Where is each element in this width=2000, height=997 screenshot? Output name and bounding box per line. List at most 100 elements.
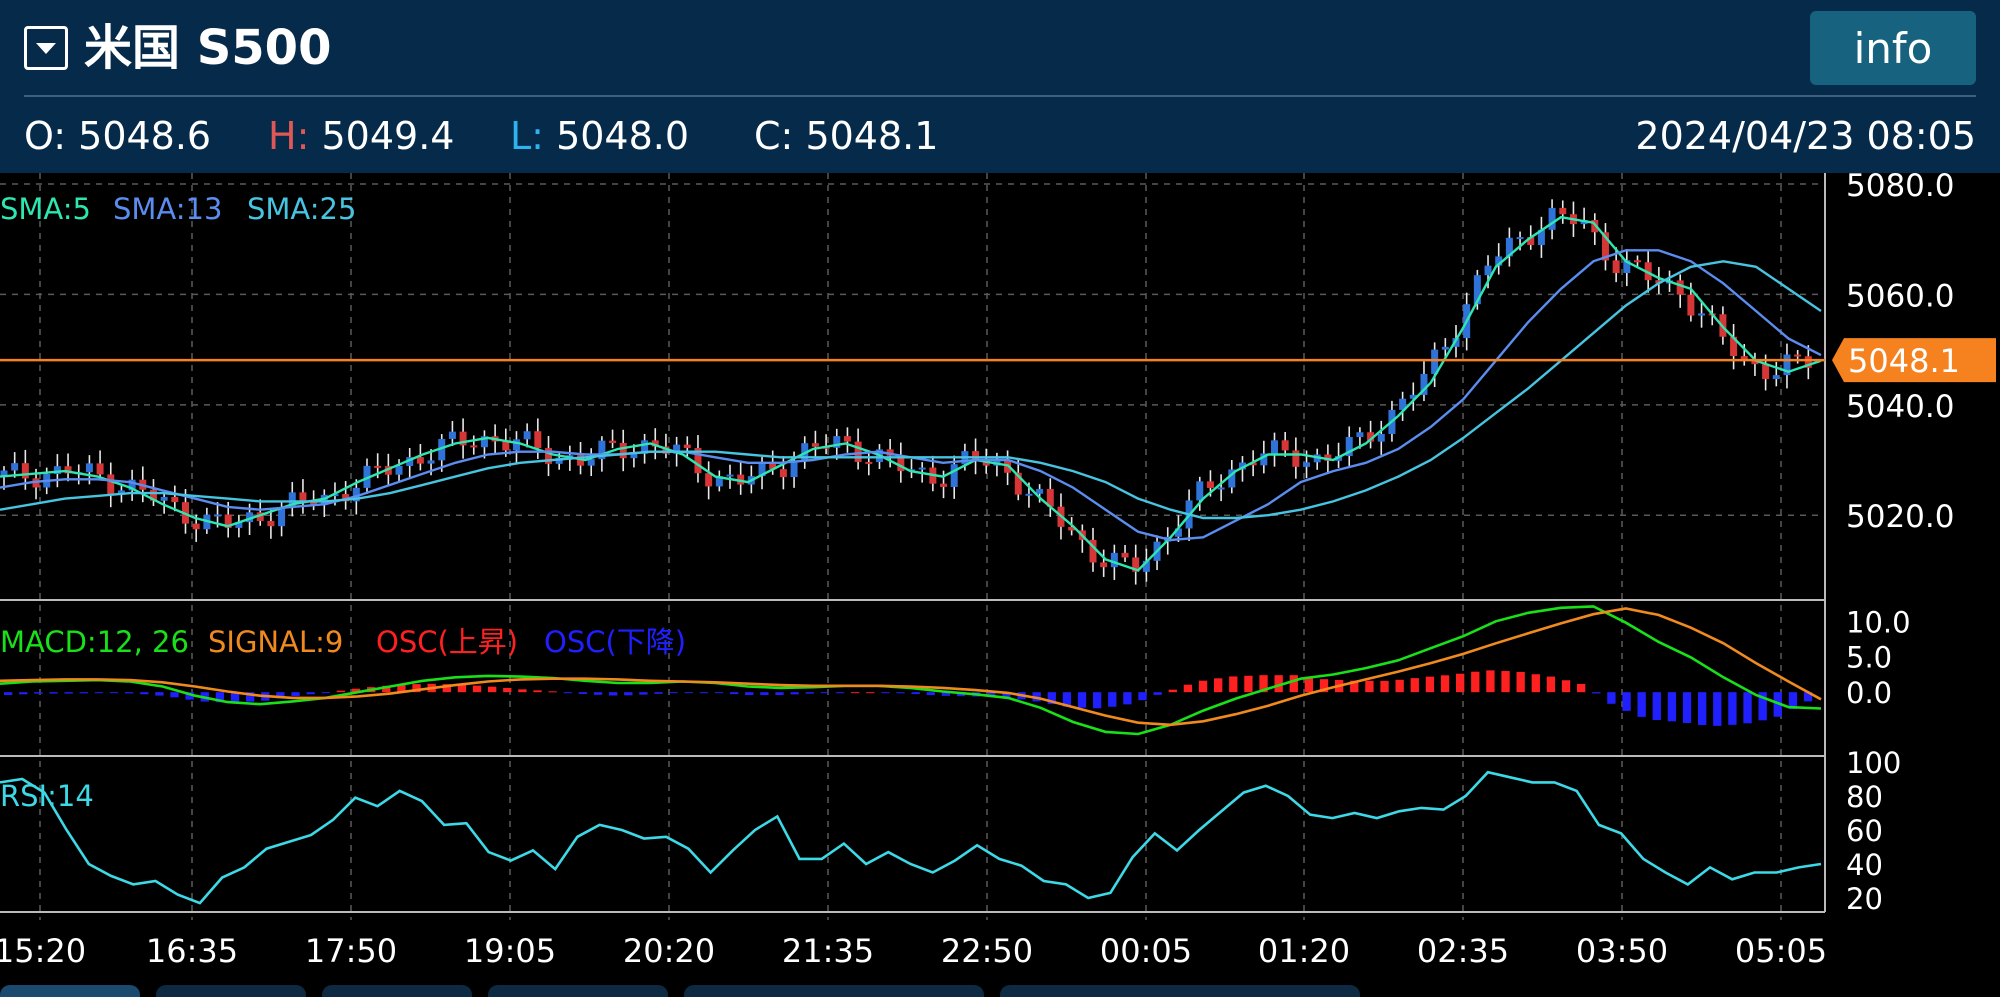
x-tick-label: 17:50 [305,932,397,970]
x-tick-label: 05:05 [1735,932,1827,970]
candle-body [811,443,819,447]
candle-body [192,523,200,530]
osc-bar [1456,673,1465,693]
candle-body [1249,462,1257,466]
osc-bar [1093,692,1102,709]
candle-body [1559,207,1567,215]
candle-body [555,457,563,464]
osc-bar [745,692,754,696]
candle-body [1804,356,1812,368]
osc-bar [64,692,73,694]
rsi-line [0,770,1822,905]
sma-line-3 [0,260,1822,520]
candle-body [1014,472,1022,495]
osc-bar [34,692,43,694]
candle-body [1601,232,1609,261]
candle-body [587,459,595,466]
x-tick-label: 00:05 [1100,932,1192,970]
osc-bar [1440,675,1450,693]
bottom-tab-1[interactable] [0,985,140,997]
candle-body [406,457,414,466]
candle-body [972,451,980,462]
candle-body [1110,552,1118,568]
candle-body [1441,346,1449,350]
candle-body [1281,440,1289,451]
osc-bar [306,692,315,695]
osc-bar [1123,692,1132,705]
osc-bar [760,692,769,696]
osc-bar [911,692,920,695]
osc-bar [457,684,467,693]
macd-legend-3: OSC(上昇) [376,625,518,659]
candle-body [1377,433,1385,442]
osc-bar [1743,692,1752,724]
osc-bar [624,692,633,696]
candle-body [416,457,424,464]
bottom-tab-6[interactable] [1000,985,1360,997]
candle-body [1303,462,1311,467]
osc-bar [851,692,860,694]
osc-bar [1289,675,1298,693]
price-tick-label: 5040.0 [1846,389,1954,425]
high-label: H: [268,114,310,158]
bottom-tab-2[interactable] [156,985,306,997]
candle-body [224,514,232,528]
candle-body [310,500,318,505]
candle-body [651,440,659,447]
open-value: 5048.6 [78,114,212,158]
osc-bar [336,690,346,693]
osc-bar [609,692,618,696]
osc-bar [1108,692,1117,707]
candle-body [545,448,552,464]
osc-bar [1803,692,1813,702]
osc-bar [896,692,905,694]
candle-body [950,464,958,487]
osc-bar [230,692,240,703]
candle-body [1345,436,1353,457]
osc-bar [593,692,603,695]
info-button[interactable]: info [1810,11,1976,85]
candle-body [64,466,72,474]
macd-legend-1: MACD:12, 26 [0,625,189,659]
candle-body [1548,207,1556,230]
osc-bar [1546,676,1556,693]
bottom-tab-5[interactable] [684,985,984,997]
candle-body [149,489,157,501]
symbol-dropdown-button[interactable] [24,26,68,70]
price-tick-label: 5020.0 [1846,499,1954,535]
symbol-bar: 米国 S500 info [0,0,2000,96]
candle-body [288,492,296,508]
candle-body [160,496,168,501]
osc-bar [866,692,875,694]
bottom-tab-4[interactable] [488,985,668,997]
candle-body [246,512,254,523]
bottom-tab-3[interactable] [322,985,472,997]
candle-body [715,476,723,487]
candle-body [1206,481,1214,488]
osc-bar [1365,680,1374,693]
candle-body [673,444,681,454]
candle-body [299,492,307,501]
candle-body [694,447,702,474]
candle-body [641,440,649,454]
osc-bar [669,692,678,694]
macd-legend-4: OSC(下降) [544,625,686,659]
osc-bar [835,692,845,694]
candle-body [1420,373,1428,395]
osc-bar [49,692,58,694]
close-value: 5048.1 [805,114,939,158]
osc-bar [1410,678,1419,693]
ohlc-open: O: 5048.6 [24,110,211,162]
open-label: O: [24,114,67,158]
current-price-badge [1832,338,1996,383]
current-price-label: 5048.1 [1848,342,1960,380]
osc-bar [19,692,28,695]
candle-body [1698,313,1706,316]
symbol-title[interactable]: 米国 S500 [84,20,332,76]
candle-body [726,474,734,477]
candle-body [1452,338,1460,347]
osc-bar [1153,692,1162,695]
candle-body [609,440,617,443]
candle-body [843,436,851,442]
